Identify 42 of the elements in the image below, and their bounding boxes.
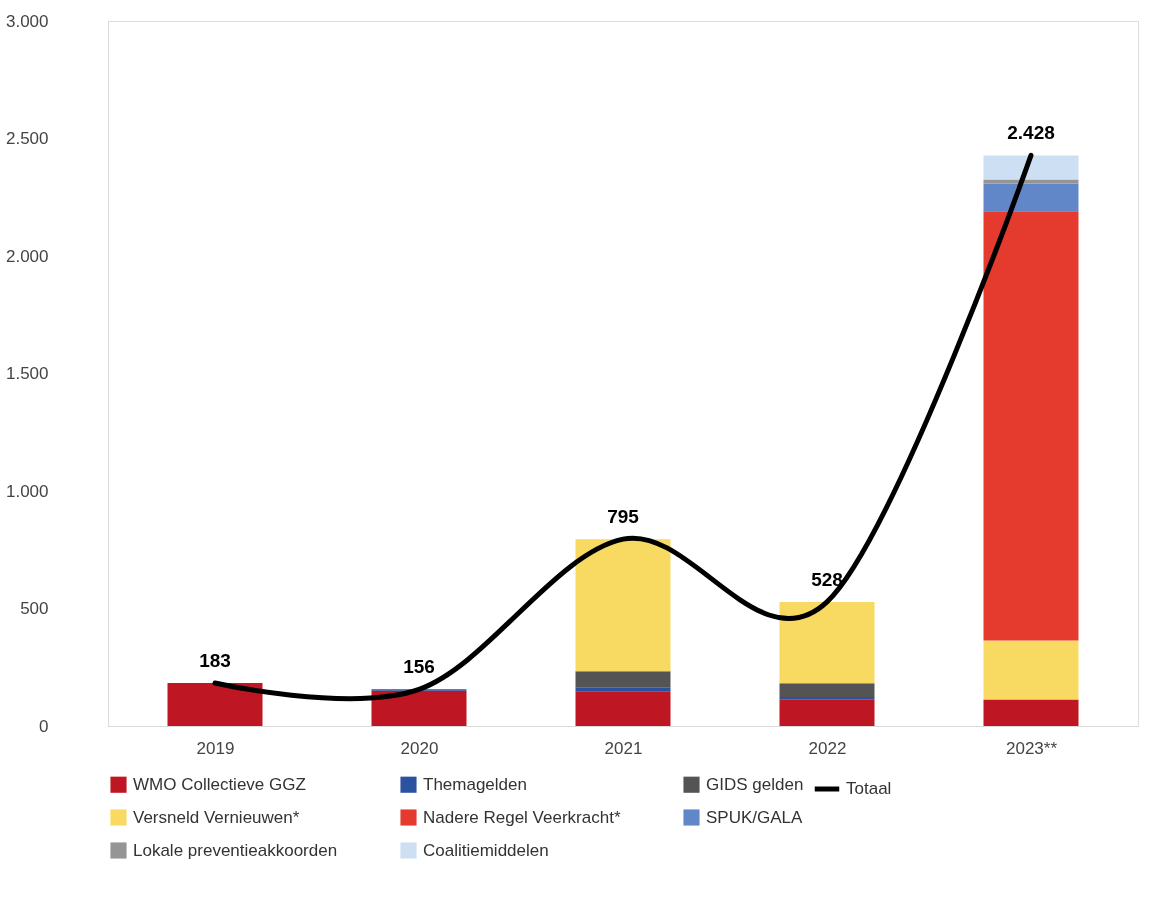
x-tick-label: 2023** [1005,738,1058,758]
legend-label: Totaal [846,779,892,798]
legend-label: Versneld Vernieuwen* [133,807,300,827]
x-tick-label: 2022 [808,738,847,758]
bar [779,699,875,726]
y-tick-label: 0 [39,716,49,736]
y-tick-label: 2.500 [5,129,49,148]
legend-label: Themagelden [423,774,527,794]
legend-label: Lokale preventieakkoorden [133,840,338,860]
total-label: 183 [199,649,231,671]
bar [779,697,875,700]
legend-label: Nadere Regel Veerkracht* [423,807,621,827]
legend-label: SPUK/GALA [706,807,804,827]
y-tick-label: 1.500 [5,364,49,383]
bar [779,683,875,698]
bar [575,687,671,692]
bar [983,179,1079,184]
bar [983,183,1079,212]
y-tick-label: 1.000 [5,481,49,501]
bar [575,539,671,672]
legend-label: GIDS gelden [706,774,804,794]
bar [575,671,671,688]
total-label: 156 [403,656,435,678]
legend-label: WMO Collectieve GGZ [133,774,306,794]
bar [983,211,1079,641]
bar [983,699,1079,726]
y-tick-label: 2.000 [5,246,49,266]
y-tick-label: 500 [20,599,49,618]
x-tick-label: 2021 [604,738,643,758]
bar [983,155,1079,180]
x-tick-label: 2020 [400,738,439,758]
legend-label: Coalitiemiddelen [423,840,549,860]
bar [779,601,875,684]
x-tick-label: 2019 [196,738,235,758]
bar [575,691,671,726]
bar [983,640,1079,700]
total-label: 795 [607,506,640,528]
bar [371,690,467,726]
bar [167,683,263,726]
total-label: 2.428 [1007,122,1055,144]
total-label: 528 [811,568,843,590]
y-tick-label: 3.000 [5,11,49,31]
